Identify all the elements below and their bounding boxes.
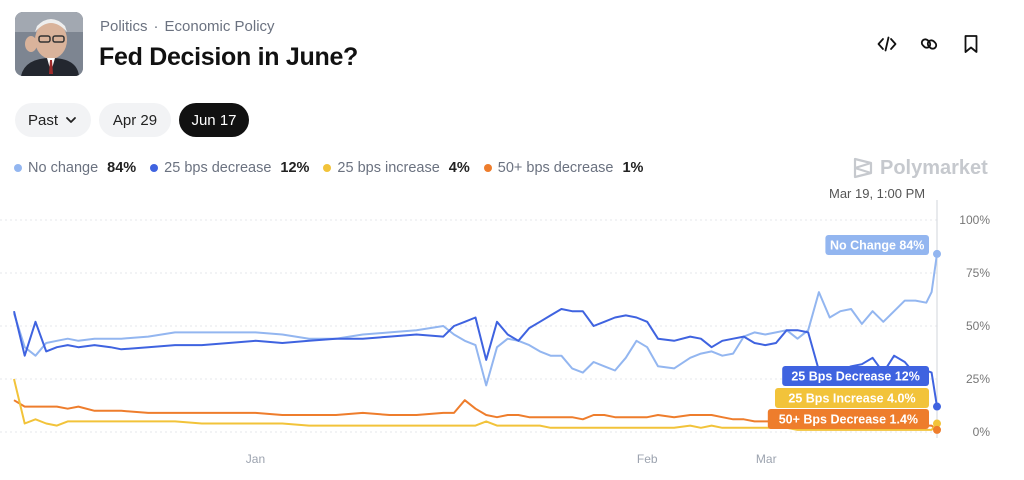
brand-name: Polymarket bbox=[880, 156, 988, 179]
breadcrumb-category[interactable]: Politics bbox=[100, 18, 148, 35]
legend-item[interactable]: 50+ bps decrease 1% bbox=[483, 160, 644, 176]
end-label-bg bbox=[775, 388, 929, 408]
x-tick-label: Mar bbox=[756, 452, 777, 466]
y-tick-label: 75% bbox=[966, 266, 990, 280]
legend-dot bbox=[323, 164, 332, 172]
legend-dot bbox=[483, 164, 492, 172]
series-end-label: 50+ Bps Decrease 1.4% bbox=[767, 409, 929, 429]
legend-item[interactable]: 25 bps decrease 12% bbox=[150, 160, 309, 176]
code-icon bbox=[877, 36, 897, 52]
link-icon bbox=[920, 38, 938, 50]
legend-value: 1% bbox=[622, 160, 644, 176]
end-label-text: 50+ Bps Decrease 1.4% bbox=[779, 413, 918, 427]
series-line-0 bbox=[13, 253, 938, 387]
y-tick-label: 100% bbox=[959, 213, 990, 227]
legend-label: 50+ bps decrease bbox=[497, 160, 614, 176]
page-title: Fed Decision in June? bbox=[99, 43, 359, 71]
end-label-bg bbox=[767, 409, 929, 429]
series-end-dot bbox=[933, 402, 941, 411]
legend-item[interactable]: 25 bps increase 4% bbox=[323, 160, 470, 176]
legend-label: 25 bps decrease bbox=[164, 160, 272, 176]
breadcrumb: Politics · Economic Policy bbox=[100, 18, 275, 35]
polymarket-icon bbox=[853, 157, 873, 179]
legend-value: 12% bbox=[280, 160, 310, 176]
breadcrumb-subcategory[interactable]: Economic Policy bbox=[164, 18, 275, 35]
series-line-2 bbox=[13, 378, 938, 431]
end-label-bg bbox=[782, 366, 929, 386]
x-tick-label: Jan bbox=[246, 452, 265, 466]
y-tick-label: 25% bbox=[966, 372, 990, 386]
legend-dot bbox=[14, 164, 22, 172]
legend-item[interactable]: No change 84% bbox=[14, 160, 136, 176]
series-end-dot bbox=[933, 425, 941, 434]
series-end-label: 25 Bps Increase 4.0% bbox=[775, 388, 929, 408]
copy-link-button[interactable] bbox=[915, 30, 943, 58]
bookmark-button[interactable] bbox=[957, 30, 985, 58]
past-label: Past bbox=[27, 111, 58, 129]
chart-legend: No change 84% 25 bps decrease 12% 25 bps inc… bbox=[14, 160, 643, 176]
tab-jun-17[interactable]: Jun 17 bbox=[179, 103, 249, 137]
tab-apr-29[interactable]: Apr 29 bbox=[99, 103, 171, 137]
series-end-label: No Change 84% bbox=[825, 235, 929, 255]
legend-label: No change bbox=[28, 160, 99, 176]
polymarket-logo: Polymarket bbox=[852, 156, 988, 180]
legend-value: 4% bbox=[448, 160, 470, 176]
series-end-label: 25 Bps Decrease 12% bbox=[782, 366, 929, 386]
chevron-down-icon bbox=[66, 117, 76, 123]
legend-label: 25 bps increase bbox=[337, 160, 440, 176]
breadcrumb-separator: · bbox=[153, 18, 159, 35]
y-tick-label: 50% bbox=[966, 319, 990, 333]
bookmark-icon bbox=[964, 35, 978, 53]
past-dropdown[interactable]: Past bbox=[15, 103, 91, 137]
embed-button[interactable] bbox=[873, 30, 901, 58]
legend-dot bbox=[150, 164, 159, 172]
series-end-dot bbox=[933, 249, 941, 258]
end-label-text: 25 Bps Decrease 12% bbox=[791, 370, 920, 384]
end-label-text: No Change 84% bbox=[830, 239, 924, 253]
series-end-dot bbox=[933, 419, 941, 428]
legend-value: 84% bbox=[107, 160, 137, 176]
y-tick-label: 0% bbox=[973, 425, 991, 439]
probability-chart: 0% 25% 50% 75% 100% Jan Feb Mar No Change 84% 25 … bbox=[0, 200, 991, 466]
x-tick-label: Feb bbox=[637, 452, 658, 466]
end-label-text: 25 Bps Increase 4.0% bbox=[788, 392, 915, 406]
hover-timestamp: Mar 19, 1:00 PM bbox=[829, 186, 926, 201]
market-avatar bbox=[15, 12, 83, 76]
end-label-bg bbox=[825, 235, 929, 255]
